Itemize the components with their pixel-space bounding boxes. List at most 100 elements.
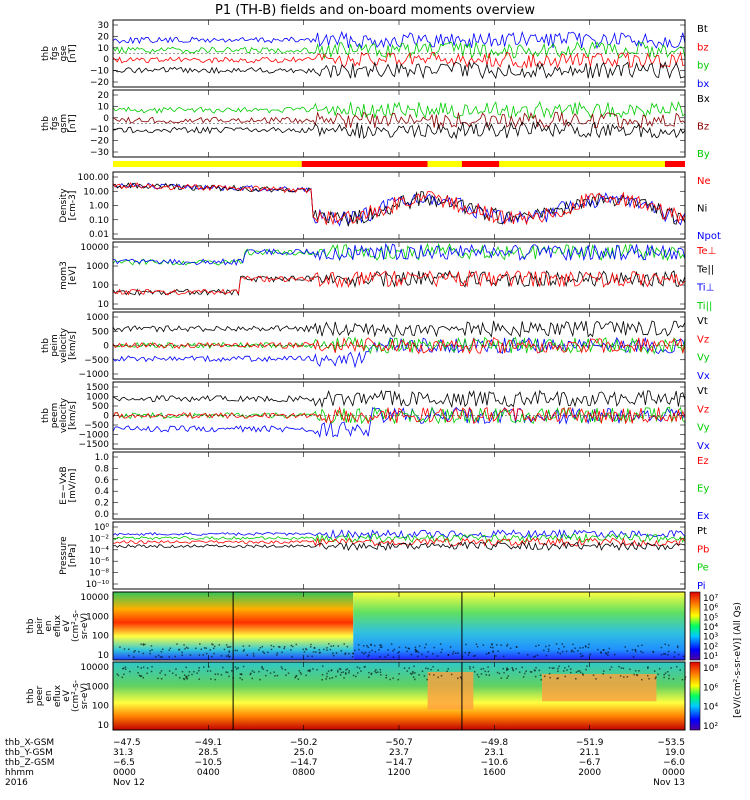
- x-tick-label: 19.0: [665, 748, 685, 758]
- legend-entry: Te||: [696, 264, 714, 275]
- x-tick-label: −6.5: [113, 758, 135, 768]
- x-axis-row-label: hhmm: [5, 768, 34, 778]
- legend-entry: Vz: [697, 404, 709, 415]
- panel-peer_spec: 10000 1000 100 10 thb peer en eflux eV (cm²-s-sr-…: [26, 661, 687, 731]
- legend-entry: Te⊥: [696, 246, 716, 257]
- y-tick-label: 0: [103, 114, 109, 124]
- y-tick-label: 100: [92, 281, 109, 291]
- y-tick-label: 10⁻⁸: [89, 569, 109, 579]
- y-axis-label: thb: [41, 408, 51, 423]
- y-tick-label: 0: [103, 342, 109, 352]
- x-tick-label: 0800: [292, 768, 315, 778]
- legend-entry: Ex: [697, 511, 709, 522]
- panel-density: 100.00 10.00 1.00 0.10 0.01 Density [cm-3] Ne Ni…: [59, 171, 721, 242]
- x-tick-label: 21.1: [580, 748, 600, 758]
- series-line: [113, 530, 685, 538]
- y-tick-label: 100.00: [78, 173, 110, 183]
- legend-entry: Ti||: [696, 301, 712, 312]
- colorbar-tick: 10⁶: [703, 683, 718, 693]
- mode-segment: [113, 161, 302, 167]
- colorbar-tick: 10²: [703, 642, 718, 652]
- y-axis-label: peim: [50, 334, 60, 357]
- y-tick-label: 10000: [80, 593, 109, 603]
- x-tick-label: 2000: [578, 768, 601, 778]
- y-tick-label: 0: [103, 412, 109, 422]
- y-axis-label: fgs: [50, 116, 60, 130]
- colorbar-tick: 10⁴: [703, 623, 718, 633]
- y-axis-label: velocity: [59, 397, 69, 433]
- y-axis-label: velocity: [59, 327, 69, 363]
- legend-entry: Vt: [697, 316, 708, 327]
- x-tick-label: Nov 12: [113, 778, 145, 788]
- y-tick-label: 20: [98, 91, 110, 101]
- x-tick-label: −51.9: [576, 738, 604, 748]
- y-tick-label: 10000: [80, 663, 109, 673]
- legend-entry: Vz: [697, 334, 709, 345]
- legend-entry: Ey: [697, 484, 709, 495]
- colorbar-tick: 10³: [703, 633, 718, 643]
- x-axis-row-label: 2016: [5, 778, 28, 788]
- legend-entry: Ez: [697, 456, 709, 467]
- legend-entry: Bt: [697, 24, 708, 35]
- y-axis-label: [nT]: [68, 44, 78, 62]
- y-tick-label: 20: [98, 32, 110, 42]
- series-line: [113, 271, 685, 295]
- y-tick-label: −20: [90, 137, 109, 147]
- y-tick-label: 30: [98, 21, 110, 31]
- legend-entry: Bz: [697, 122, 709, 133]
- legend-entry: Pi: [697, 581, 706, 592]
- x-tick-label: −10.6: [481, 758, 509, 768]
- y-tick-label: 10⁻¹⁰: [86, 580, 110, 590]
- x-tick-label: 31.3: [113, 748, 133, 758]
- y-tick-label: −30: [90, 148, 109, 158]
- y-tick-label: 1000: [86, 313, 109, 323]
- y-axis-label: [nPa]: [68, 544, 78, 567]
- legend-entry: Npot: [697, 231, 721, 242]
- y-axis-label: [km/s]: [68, 401, 78, 430]
- series-line: [113, 538, 685, 546]
- y-tick-label: 10⁻²: [89, 534, 109, 544]
- y-axis-label: peem: [50, 403, 60, 429]
- x-tick-label: 25.0: [294, 748, 314, 758]
- y-axis-label: [mV/m]: [68, 469, 78, 503]
- y-axis-label: thb: [41, 338, 51, 353]
- y-tick-label: 10: [98, 300, 110, 310]
- panel-efield: 1.00.8 0.60.4 0.20.0 E=−VxB [mV/m] Ez Ey Ex: [59, 451, 709, 522]
- x-tick-label: 1200: [388, 768, 411, 778]
- y-tick-label: 1.00: [89, 202, 109, 212]
- series-line: [113, 62, 685, 78]
- x-axis-row-label: thb_Z-GSM: [5, 758, 54, 768]
- plot-title: P1 (TH-B) fields and on-board moments ov…: [215, 3, 535, 18]
- legend-entry: By: [697, 149, 710, 160]
- legend-entry: Vx: [697, 371, 710, 382]
- y-axis-label: eflux: [53, 614, 63, 637]
- series-line: [113, 122, 685, 138]
- y-tick-label: 10⁰: [94, 523, 109, 533]
- legend-entry: Pt: [697, 526, 707, 537]
- series-line: [113, 408, 685, 424]
- y-tick-label: −10: [90, 125, 109, 135]
- y-tick-label: 0.8: [95, 464, 110, 474]
- x-tick-label: −49.1: [195, 738, 223, 748]
- series-line: [113, 112, 685, 128]
- y-axis-label: (cm²-s-: [71, 680, 81, 712]
- x-tick-label: 23.7: [389, 748, 409, 758]
- series-line: [113, 338, 685, 354]
- y-tick-label: 500: [92, 327, 109, 337]
- panel-peir_spec: 10000 1000 100 10 thb peir en eflux eV (cm²-s-sr-…: [26, 591, 686, 661]
- legend-entry: Vy: [697, 423, 710, 434]
- y-tick-label: −500: [84, 356, 109, 366]
- y-axis-label: sr-eV): [80, 683, 90, 709]
- series-line: [113, 42, 685, 58]
- y-tick-label: −10: [90, 67, 109, 77]
- series-line: [113, 183, 685, 225]
- y-axis-label: thb: [41, 116, 51, 131]
- y-axis-label: [km/s]: [68, 331, 78, 360]
- x-tick-label: 0000: [113, 768, 136, 778]
- y-axis-label: Density: [59, 188, 69, 223]
- y-tick-label: −1500: [79, 440, 110, 450]
- y-tick-label: 0.10: [89, 216, 109, 226]
